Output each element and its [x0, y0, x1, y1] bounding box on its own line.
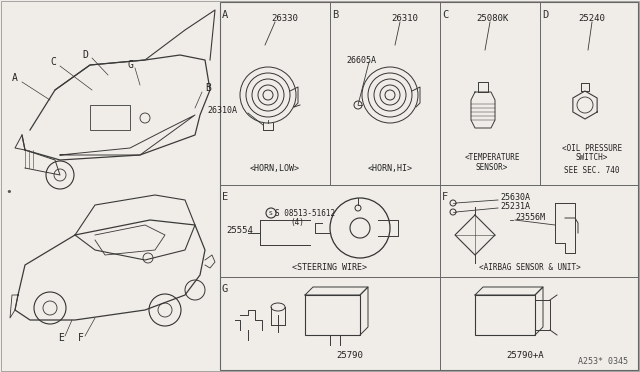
Text: G: G [222, 284, 228, 294]
Text: D: D [82, 50, 88, 60]
Text: <HORN,LOW>: <HORN,LOW> [250, 164, 300, 173]
Text: 23556M: 23556M [515, 212, 545, 221]
Text: <HORN,HI>: <HORN,HI> [367, 164, 413, 173]
Text: F: F [442, 192, 448, 202]
Text: <TEMPERATURE: <TEMPERATURE [464, 153, 520, 161]
Text: <AIRBAG SENSOR & UNIT>: <AIRBAG SENSOR & UNIT> [479, 263, 581, 272]
Text: <OIL PRESSURE: <OIL PRESSURE [562, 144, 622, 153]
Text: SEE SEC. 740: SEE SEC. 740 [564, 166, 620, 174]
Text: 26310: 26310 [392, 13, 419, 22]
Text: C: C [50, 57, 56, 67]
Text: 25080K: 25080K [476, 13, 508, 22]
Text: 25790: 25790 [337, 350, 364, 359]
Text: S: S [269, 211, 273, 215]
Text: F: F [78, 333, 84, 343]
Text: E: E [58, 333, 64, 343]
Text: C: C [442, 10, 448, 20]
Bar [475, 295, 535, 335]
Bar [90, 105, 130, 130]
Text: D: D [542, 10, 548, 20]
Bar [220, 2, 638, 370]
Text: 26310A: 26310A [207, 106, 237, 115]
Text: E: E [222, 192, 228, 202]
Text: B: B [205, 83, 211, 93]
Text: 25554: 25554 [226, 225, 253, 234]
Text: 26605A: 26605A [346, 55, 376, 64]
Text: A253* 0345: A253* 0345 [578, 357, 628, 366]
Text: <STEERING WIRE>: <STEERING WIRE> [292, 263, 367, 273]
Text: S 08513-51612: S 08513-51612 [275, 208, 335, 218]
Text: G: G [127, 60, 133, 70]
Text: 25231A: 25231A [500, 202, 530, 211]
Text: 25240: 25240 [579, 13, 605, 22]
Text: B: B [332, 10, 339, 20]
Text: SWITCH>: SWITCH> [576, 153, 608, 161]
Text: 25630A: 25630A [500, 192, 530, 202]
Text: A: A [12, 73, 18, 83]
Text: A: A [222, 10, 228, 20]
Text: SENSOR>: SENSOR> [476, 163, 508, 171]
Text: 25790+A: 25790+A [506, 350, 544, 359]
Text: •: • [5, 187, 12, 197]
Text: (4): (4) [290, 218, 304, 227]
Bar [305, 295, 360, 335]
Text: 26330: 26330 [271, 13, 298, 22]
